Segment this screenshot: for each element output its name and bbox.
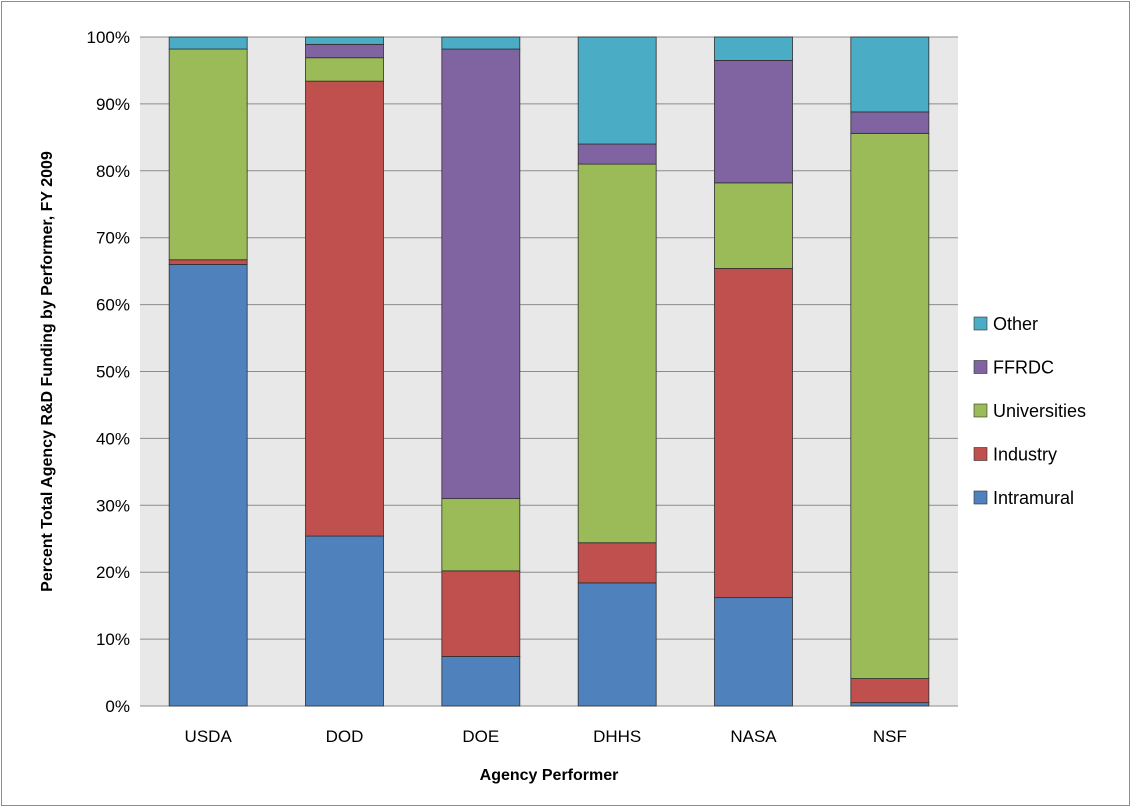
y-tick-label: 100% <box>87 28 130 47</box>
bar-segment-universities <box>577 163 657 544</box>
bar-segment-industry <box>441 570 521 657</box>
bar-segment-other <box>850 36 930 113</box>
y-tick-label: 40% <box>96 429 130 448</box>
legend-label: Intramural <box>993 488 1074 508</box>
legend-swatch <box>973 316 988 331</box>
legend-label: Universities <box>993 401 1086 421</box>
gridlines <box>140 36 958 707</box>
legend-swatch <box>973 360 988 374</box>
y-tick-label: 80% <box>96 162 130 181</box>
x-tick-label: DOD <box>326 727 364 746</box>
bar-stack-dhhs <box>577 36 657 707</box>
legend-swatch <box>973 447 988 461</box>
bar-segment-universities <box>168 48 248 261</box>
bar-segment-industry <box>850 678 930 704</box>
x-tick-label: DHHS <box>593 727 641 746</box>
y-tick-label: 50% <box>96 363 130 382</box>
legend: Other FFRDC Universities Industry Intramural <box>973 314 1086 508</box>
bar-segment-intramural <box>168 264 248 707</box>
bar-segment-other <box>577 36 657 145</box>
legend-label: FFRDC <box>993 358 1054 378</box>
y-tick-label: 10% <box>96 630 130 649</box>
bar-segment-intramural <box>577 582 657 707</box>
bar-segment-intramural <box>305 535 384 707</box>
x-tick-label: NSF <box>873 727 907 746</box>
bar-stack-nsf <box>850 36 930 707</box>
bar-segment-universities <box>441 498 521 572</box>
y-tick-label: 60% <box>96 296 130 315</box>
bar-segment-intramural <box>441 656 521 707</box>
bar-segment-intramural <box>850 702 930 707</box>
legend-item-other: Other <box>973 314 1038 334</box>
bar-segment-other <box>714 36 793 61</box>
bar-segment-ffrdc <box>305 43 384 59</box>
y-axis-ticks: 0% 10% 20% 30% 40% 50% 60% 70% 80% 90% 100% <box>87 28 130 716</box>
legend-item-universities: Universities <box>973 401 1086 421</box>
bar-segment-industry <box>305 80 384 537</box>
bar-stack-usda <box>168 36 248 707</box>
bar-segment-universities <box>714 182 793 269</box>
legend-swatch <box>973 403 988 418</box>
bar-stack-dod <box>305 36 384 707</box>
bar-segment-ffrdc <box>850 111 930 134</box>
bar-segment-ffrdc <box>441 48 521 500</box>
y-axis-title: Percent Total Agency R&D Funding by Perf… <box>39 151 56 592</box>
bar-segment-intramural <box>714 597 793 707</box>
bar-segment-other <box>441 36 521 50</box>
x-tick-label: NASA <box>730 727 777 746</box>
legend-label: Industry <box>993 445 1057 465</box>
legend-swatch <box>973 490 988 505</box>
y-tick-label: 30% <box>96 496 130 515</box>
bar-segment-ffrdc <box>577 143 657 165</box>
bar-segment-industry <box>577 542 657 584</box>
y-tick-label: 20% <box>96 563 130 582</box>
legend-label: Other <box>993 314 1038 334</box>
bar-segment-universities <box>850 132 930 679</box>
bar-stack-doe <box>441 36 521 707</box>
y-tick-label: 0% <box>105 697 130 716</box>
bar-segment-industry <box>168 259 248 265</box>
bar-segment-industry <box>714 268 793 599</box>
legend-item-industry: Industry <box>973 445 1057 465</box>
y-tick-label: 70% <box>96 229 130 248</box>
bar-stack-nasa <box>714 36 793 707</box>
bar-segment-other <box>168 36 248 50</box>
bar-segment-other <box>305 36 384 45</box>
bar-segment-ffrdc <box>714 60 793 184</box>
y-tick-label: 90% <box>96 95 130 114</box>
x-tick-label: DOE <box>462 727 499 746</box>
x-tick-label: USDA <box>185 727 233 746</box>
x-axis-title: Agency Performer <box>480 767 619 784</box>
legend-item-ffrdc: FFRDC <box>973 358 1054 378</box>
bars <box>168 36 930 707</box>
legend-item-intramural: Intramural <box>973 488 1074 508</box>
bar-segment-universities <box>305 57 384 82</box>
x-axis-ticks: USDA DOD DOE DHHS NASA NSF <box>185 727 907 746</box>
